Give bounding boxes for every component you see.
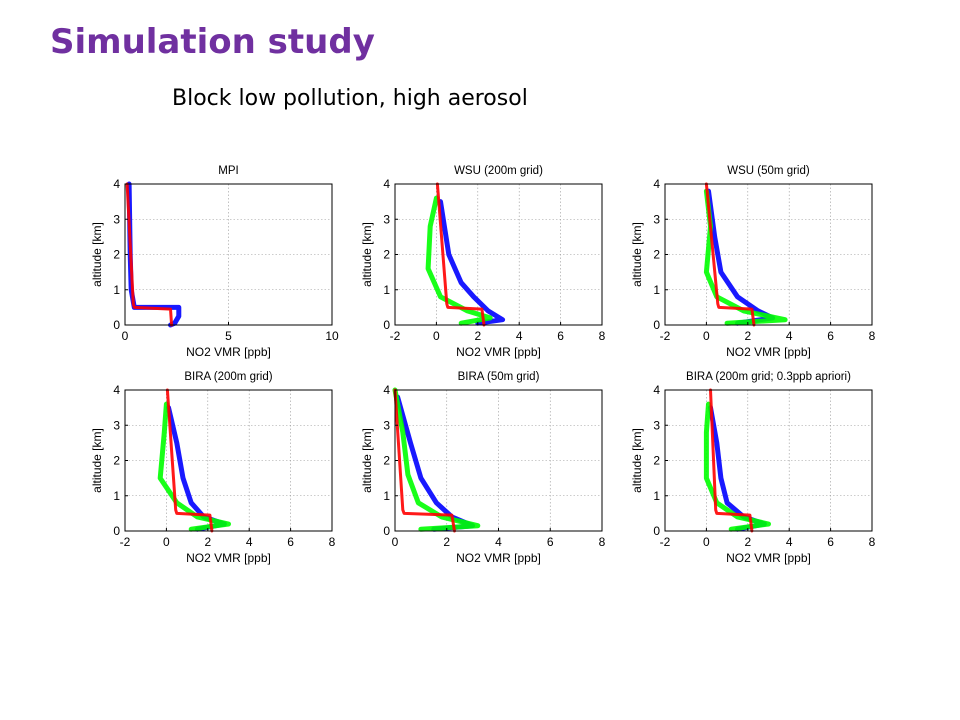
series-line — [392, 387, 481, 532]
series-line — [435, 182, 486, 327]
x-tick-label: 4 — [786, 329, 793, 343]
y-axis-label: altitude [km] — [90, 428, 104, 493]
series-line — [704, 182, 756, 327]
y-tick-label: 4 — [383, 383, 390, 397]
chart-title: BIRA (200m grid; 0.3ppb apriori) — [686, 371, 851, 383]
x-tick-label: 6 — [557, 329, 564, 343]
x-tick-label: -2 — [390, 329, 401, 343]
y-tick-label: 3 — [653, 212, 660, 226]
x-tick-label: 2 — [474, 329, 481, 343]
y-axis-label: altitude [km] — [630, 428, 644, 493]
y-tick-label: 4 — [653, 177, 660, 191]
x-tick-label: 8 — [329, 535, 336, 549]
y-tick-label: 0 — [113, 524, 120, 538]
chart-panel: 0 5 10 0 1 2 3 4 MPI NO2 VMR [ppb] altitude [km] — [90, 165, 339, 359]
y-tick-label: 2 — [113, 454, 120, 468]
x-axis-label: NO2 VMR [ppb] — [726, 345, 811, 359]
x-tick-label: 2 — [744, 535, 751, 549]
y-tick-label: 2 — [113, 248, 120, 262]
series-line — [125, 182, 174, 327]
y-tick-label: 1 — [653, 283, 660, 297]
x-axis-label: NO2 VMR [ppb] — [186, 551, 271, 565]
series-line — [438, 199, 506, 326]
x-tick-label: 0 — [433, 329, 440, 343]
y-tick-label: 4 — [653, 383, 660, 397]
x-tick-label: -2 — [660, 329, 671, 343]
chart-title: WSU (50m grid) — [727, 165, 810, 177]
chart-title: BIRA (50m grid) — [458, 371, 540, 383]
slide-subtitle: Block low pollution, high aerosol — [172, 86, 528, 111]
x-tick-label: 6 — [827, 535, 834, 549]
y-tick-label: 2 — [383, 454, 390, 468]
x-tick-label: 8 — [869, 535, 876, 549]
x-tick-label: 0 — [703, 535, 710, 549]
y-tick-label: 4 — [383, 177, 390, 191]
y-tick-label: 4 — [113, 383, 120, 397]
y-tick-label: 0 — [113, 318, 120, 332]
x-tick-label: -2 — [660, 535, 671, 549]
series-line — [393, 388, 456, 533]
slide-title: Simulation study — [50, 22, 375, 62]
y-tick-label: 1 — [653, 489, 660, 503]
x-axis-label: NO2 VMR [ppb] — [456, 345, 541, 359]
x-tick-label: 10 — [325, 329, 339, 343]
x-tick-label: 8 — [599, 535, 606, 549]
chart-panel: 0 2 4 6 8 0 1 2 3 4 BIRA (50m grid) NO2 VMR [ppb] al… — [360, 371, 606, 565]
y-tick-label: 0 — [383, 318, 390, 332]
x-tick-label: 4 — [495, 535, 502, 549]
y-tick-label: 2 — [383, 248, 390, 262]
x-tick-label: 8 — [599, 329, 606, 343]
y-tick-label: 3 — [383, 212, 390, 226]
x-tick-label: 2 — [744, 329, 751, 343]
y-tick-label: 1 — [383, 489, 390, 503]
series-line — [165, 388, 214, 533]
series-line — [157, 401, 231, 532]
x-tick-label: 4 — [516, 329, 523, 343]
x-tick-label: 6 — [287, 535, 294, 549]
y-tick-label: 4 — [113, 177, 120, 191]
series-line — [709, 388, 754, 533]
x-tick-label: 0 — [703, 329, 710, 343]
x-tick-label: -2 — [120, 535, 131, 549]
y-tick-label: 3 — [113, 212, 120, 226]
x-tick-label: 6 — [547, 535, 554, 549]
y-tick-label: 2 — [653, 454, 660, 468]
y-tick-label: 0 — [383, 524, 390, 538]
x-axis-label: NO2 VMR [ppb] — [456, 551, 541, 565]
chart-title: MPI — [218, 165, 238, 177]
y-tick-label: 1 — [113, 489, 120, 503]
chart-title: BIRA (200m grid) — [184, 371, 272, 383]
y-tick-label: 3 — [113, 418, 120, 432]
x-tick-label: 5 — [225, 329, 232, 343]
x-tick-label: 4 — [786, 535, 793, 549]
y-tick-label: 3 — [383, 418, 390, 432]
x-tick-label: 0 — [122, 329, 129, 343]
x-tick-label: 8 — [869, 329, 876, 343]
y-axis-label: altitude [km] — [630, 222, 644, 287]
series-line — [425, 195, 493, 326]
y-tick-label: 1 — [383, 283, 390, 297]
y-tick-label: 0 — [653, 318, 660, 332]
y-tick-label: 3 — [653, 418, 660, 432]
y-axis-label: altitude [km] — [360, 222, 374, 287]
x-tick-label: 4 — [246, 535, 253, 549]
x-tick-label: 0 — [392, 535, 399, 549]
x-axis-label: NO2 VMR [ppb] — [186, 345, 271, 359]
y-tick-label: 1 — [113, 283, 120, 297]
y-axis-label: altitude [km] — [90, 222, 104, 287]
y-tick-label: 2 — [653, 248, 660, 262]
x-axis-label: NO2 VMR [ppb] — [726, 551, 811, 565]
x-tick-label: 2 — [443, 535, 450, 549]
x-tick-label: 6 — [827, 329, 834, 343]
chart-title: WSU (200m grid) — [454, 165, 543, 177]
x-tick-label: 2 — [204, 535, 211, 549]
y-axis-label: altitude [km] — [360, 428, 374, 493]
x-tick-label: 0 — [163, 535, 170, 549]
y-tick-label: 0 — [653, 524, 660, 538]
